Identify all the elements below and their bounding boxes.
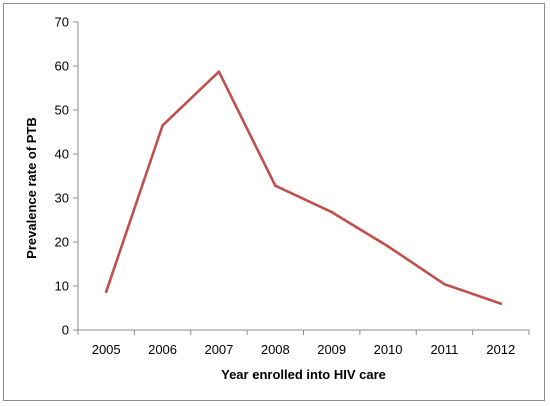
x-axis-ticks: 2005 2006 2007 2008 2009 2010 2011 2012 — [77, 330, 530, 357]
x-tick-label: 2006 — [148, 342, 177, 357]
x-tick-label: 2008 — [261, 342, 290, 357]
x-tick-label: 2011 — [430, 342, 458, 357]
x-axis-title: Year enrolled into HIV care — [221, 367, 386, 382]
data-point — [274, 184, 277, 187]
data-point — [217, 70, 221, 74]
x-tick-label: 2010 — [374, 342, 403, 357]
data-point — [330, 210, 333, 214]
data-point — [161, 124, 164, 127]
x-tick-label: 2005 — [92, 342, 121, 357]
series-group — [104, 70, 503, 305]
y-tick-label: 0 — [62, 323, 69, 338]
y-tick-label: 20 — [55, 235, 69, 250]
data-point — [386, 245, 390, 248]
y-tick-label: 70 — [55, 15, 69, 30]
x-tick-label: 2009 — [317, 342, 346, 357]
data-point — [443, 282, 446, 286]
y-tick-label: 10 — [55, 279, 69, 294]
y-tick-label: 30 — [55, 191, 69, 206]
x-tick-label: 2007 — [204, 342, 233, 357]
x-tick-label: 2012 — [486, 342, 515, 357]
data-point — [499, 302, 503, 305]
y-axis-title: Prevalence rate of PTB — [24, 117, 39, 259]
y-tick-label: 50 — [55, 103, 69, 118]
data-point — [104, 290, 108, 294]
y-tick-label: 60 — [55, 59, 69, 74]
y-tick-label: 40 — [55, 147, 69, 162]
series-line — [104, 70, 503, 305]
chart-frame — [3, 3, 545, 401]
y-axis-ticks: 0 10 20 30 40 50 60 70 — [55, 15, 78, 338]
